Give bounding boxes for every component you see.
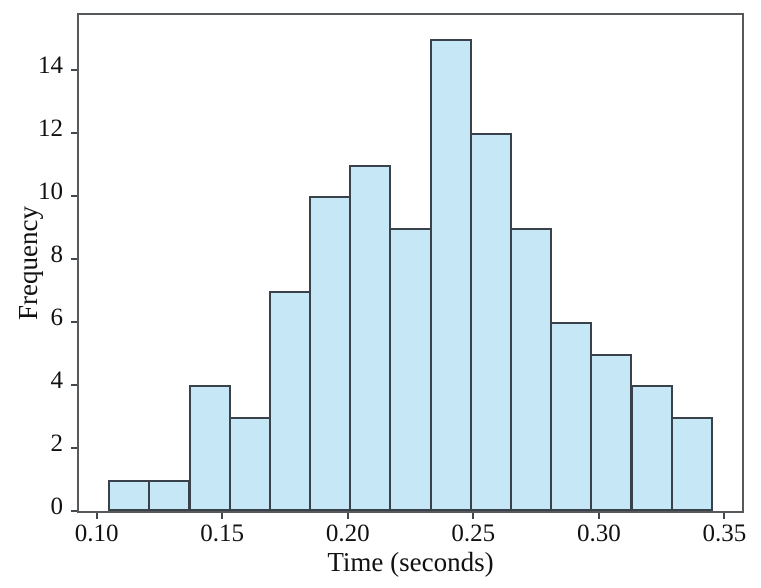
- histogram-bar: [590, 353, 633, 511]
- x-tick-mark: [95, 513, 98, 519]
- x-tick-label: 0.35: [702, 520, 747, 547]
- x-axis-label: Time (seconds): [327, 547, 494, 577]
- y-tick-mark: [71, 510, 77, 512]
- histogram-bar: [228, 416, 271, 511]
- histogram-bar: [630, 385, 673, 511]
- y-axis-label: Frequency: [13, 206, 43, 320]
- y-tick-label: 12: [38, 115, 63, 143]
- x-tick-label: 0.25: [451, 520, 496, 547]
- y-tick-label: 14: [38, 52, 63, 80]
- x-tick-label: 0.20: [325, 520, 370, 547]
- x-tick-mark: [723, 513, 726, 519]
- histogram-bar: [108, 479, 151, 511]
- histogram-bar: [309, 196, 352, 511]
- x-tick-label: 0.30: [576, 520, 621, 547]
- y-tick-mark: [71, 321, 77, 324]
- histogram-bar: [550, 322, 593, 511]
- histogram-bar: [349, 164, 392, 511]
- x-tick-mark: [597, 513, 600, 519]
- y-tick-mark: [71, 69, 77, 72]
- y-tick-label: 10: [38, 178, 63, 206]
- histogram-bar: [188, 385, 231, 511]
- y-tick-mark: [71, 195, 77, 198]
- y-tick-label: 0: [50, 493, 64, 520]
- histogram-bar: [389, 227, 432, 511]
- y-tick-label: 4: [50, 367, 64, 395]
- histogram-bar: [670, 416, 713, 511]
- histogram-bar: [509, 227, 553, 511]
- y-tick-mark: [71, 132, 77, 135]
- y-tick-mark: [71, 384, 77, 387]
- x-tick-mark: [472, 513, 475, 519]
- histogram-bar: [429, 38, 472, 511]
- y-tick-mark: [71, 447, 77, 450]
- y-tick-label: 8: [50, 241, 64, 269]
- histogram-bar: [469, 133, 512, 511]
- x-tick-mark: [346, 513, 349, 519]
- histogram-bar: [268, 290, 312, 511]
- y-tick-mark: [71, 258, 77, 261]
- y-tick-label: 2: [50, 430, 64, 458]
- x-tick-label: 0.10: [74, 520, 119, 547]
- x-tick-label: 0.15: [200, 520, 245, 547]
- y-tick-label: 6: [50, 304, 64, 332]
- histogram-bar: [148, 479, 191, 511]
- x-tick-mark: [221, 513, 224, 519]
